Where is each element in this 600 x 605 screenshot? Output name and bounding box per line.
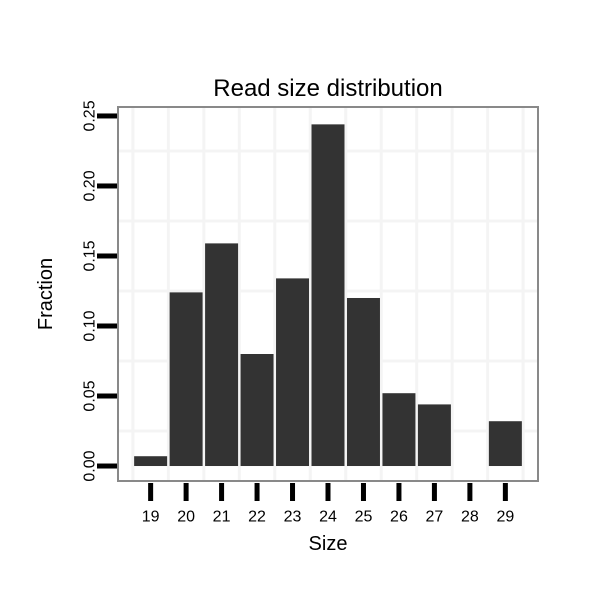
x-tick-label: 20	[177, 509, 195, 526]
bar-size-26	[382, 393, 416, 467]
x-tick-label: 25	[355, 509, 373, 526]
x-tick	[254, 483, 260, 501]
x-axis-tick-labels: 19 20 21 22 23 24 25 26 27 28 29	[142, 509, 515, 526]
bar-size-20	[169, 292, 203, 467]
x-tick	[431, 483, 437, 501]
y-tick	[97, 463, 117, 469]
x-tick	[396, 483, 402, 501]
bar-size-25	[346, 297, 380, 467]
y-tick	[97, 323, 117, 329]
x-tick	[183, 483, 189, 501]
x-tick	[502, 483, 508, 501]
x-tick	[325, 483, 331, 501]
x-tick	[360, 483, 366, 501]
y-tick-label: 0.05	[82, 380, 99, 411]
x-tick	[290, 483, 296, 501]
y-tick	[97, 393, 117, 399]
x-tick-label: 19	[142, 509, 160, 526]
y-tick	[97, 253, 117, 259]
x-tick-label: 21	[213, 509, 231, 526]
y-axis-tick-labels: 0.00 0.05 0.10 0.15 0.20 0.25	[82, 100, 99, 481]
y-tick	[97, 113, 117, 119]
bar-size-24	[311, 124, 345, 467]
y-tick-label: 0.10	[82, 310, 99, 341]
y-tick-label: 0.15	[82, 240, 99, 271]
bar-size-22	[240, 353, 274, 467]
bar-size-29	[488, 421, 522, 467]
y-tick-label: 0.20	[82, 170, 99, 201]
bar-size-27	[417, 404, 451, 467]
bars	[134, 124, 522, 467]
x-tick-label: 27	[426, 509, 444, 526]
x-axis-ticks	[148, 483, 508, 501]
x-axis-title: Size	[309, 533, 348, 555]
y-tick	[97, 183, 117, 189]
bar-size-23	[276, 278, 310, 467]
bar-size-19	[134, 456, 168, 467]
x-tick-label: 26	[390, 509, 408, 526]
x-tick	[219, 483, 225, 501]
y-axis-ticks	[97, 113, 117, 469]
x-tick-label: 23	[284, 509, 302, 526]
bar-size-21	[205, 243, 239, 467]
y-axis-title: Fraction	[35, 258, 57, 330]
y-tick-label: 0.00	[82, 450, 99, 481]
x-tick-label: 28	[461, 509, 479, 526]
x-tick-label: 22	[248, 509, 266, 526]
x-tick-label: 24	[319, 509, 337, 526]
panel-border	[117, 106, 539, 482]
x-tick	[148, 483, 154, 501]
x-tick	[467, 483, 473, 501]
chart-title: Read size distribution	[213, 75, 442, 102]
y-tick-label: 0.25	[82, 100, 99, 131]
x-tick-label: 29	[496, 509, 514, 526]
